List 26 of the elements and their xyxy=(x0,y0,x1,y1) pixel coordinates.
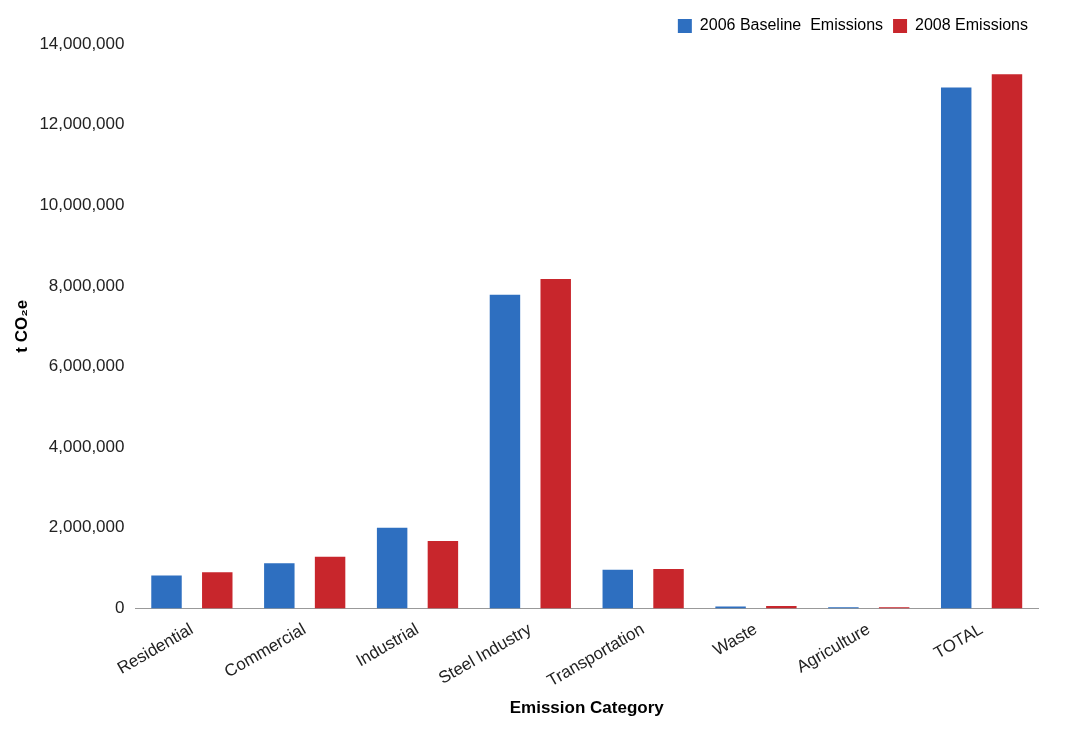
bar xyxy=(264,563,295,609)
y-tick-label: 8,000,000 xyxy=(48,275,125,295)
legend-label: 2008 Emissions xyxy=(915,16,1029,34)
x-tick-label: Waste xyxy=(709,619,761,660)
bar xyxy=(314,556,346,609)
y-tick-label: 10,000,000 xyxy=(39,194,125,214)
bar xyxy=(151,575,182,609)
y-tick-label: 2,000,000 xyxy=(48,517,125,537)
bar xyxy=(940,87,972,609)
y-tick-label: 14,000,000 xyxy=(39,33,125,53)
bar xyxy=(489,294,521,609)
y-tick-label: 12,000,000 xyxy=(39,114,125,134)
bar xyxy=(202,572,233,609)
legend-label: 2006 Baseline Emissions xyxy=(699,16,884,34)
y-tick-label: 0 xyxy=(115,598,125,618)
y-tick-label: 6,000,000 xyxy=(48,356,125,376)
y-tick-label: 4,000,000 xyxy=(48,436,125,456)
bar xyxy=(991,74,1023,609)
x-axis-title: Emission Category xyxy=(509,698,665,718)
y-axis-title: t CO₂e xyxy=(11,299,31,353)
bar xyxy=(653,568,684,609)
bar xyxy=(602,569,633,609)
bar xyxy=(427,541,459,609)
bar xyxy=(715,606,746,609)
bar xyxy=(540,279,571,609)
bar xyxy=(376,527,408,609)
